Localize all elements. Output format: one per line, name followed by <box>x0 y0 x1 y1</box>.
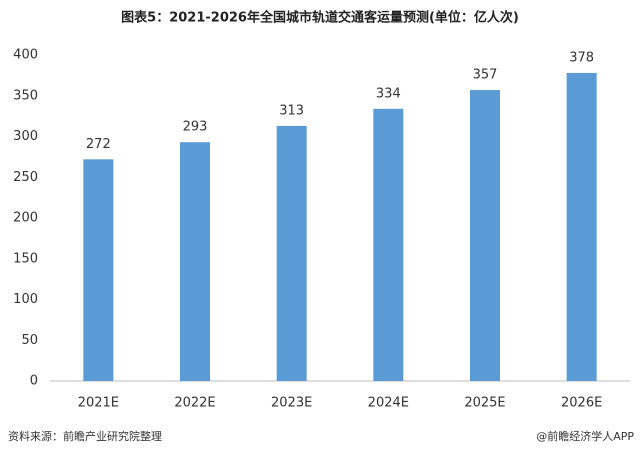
data-label: 293 <box>183 120 208 135</box>
x-tick-label: 2024E <box>368 396 409 411</box>
y-tick-label: 200 <box>13 211 38 226</box>
chart-title: 图表5：2021-2026年全国城市轨道交通客运量预测(单位：亿人次) <box>121 10 519 26</box>
y-tick-label: 400 <box>13 48 38 63</box>
bar <box>566 72 597 382</box>
bar <box>373 108 404 381</box>
y-tick-label: 350 <box>13 88 38 103</box>
x-tick-label: 2026E <box>561 396 602 411</box>
data-label: 357 <box>473 68 498 83</box>
credit: @前瞻经济学人APP <box>536 429 634 443</box>
source-note: 资料来源：前瞻产业研究院整理 <box>8 429 162 443</box>
y-tick-label: 0 <box>30 374 38 389</box>
y-tick-label: 250 <box>13 170 38 185</box>
data-label: 313 <box>279 103 304 118</box>
y-tick-label: 100 <box>13 292 38 307</box>
data-label: 334 <box>376 86 401 101</box>
bar <box>470 90 500 382</box>
y-tick-label: 150 <box>13 251 38 266</box>
y-tick-label: 50 <box>21 333 38 348</box>
data-label: 378 <box>569 50 594 65</box>
bar <box>180 142 210 381</box>
x-tick-label: 2022E <box>174 396 215 411</box>
bar <box>276 125 307 381</box>
y-tick-label: 300 <box>13 129 38 144</box>
data-label: 272 <box>86 137 111 152</box>
x-tick-label: 2023E <box>271 396 312 411</box>
bar <box>83 159 114 381</box>
x-tick-label: 2021E <box>78 396 119 411</box>
x-tick-label: 2025E <box>464 396 505 411</box>
